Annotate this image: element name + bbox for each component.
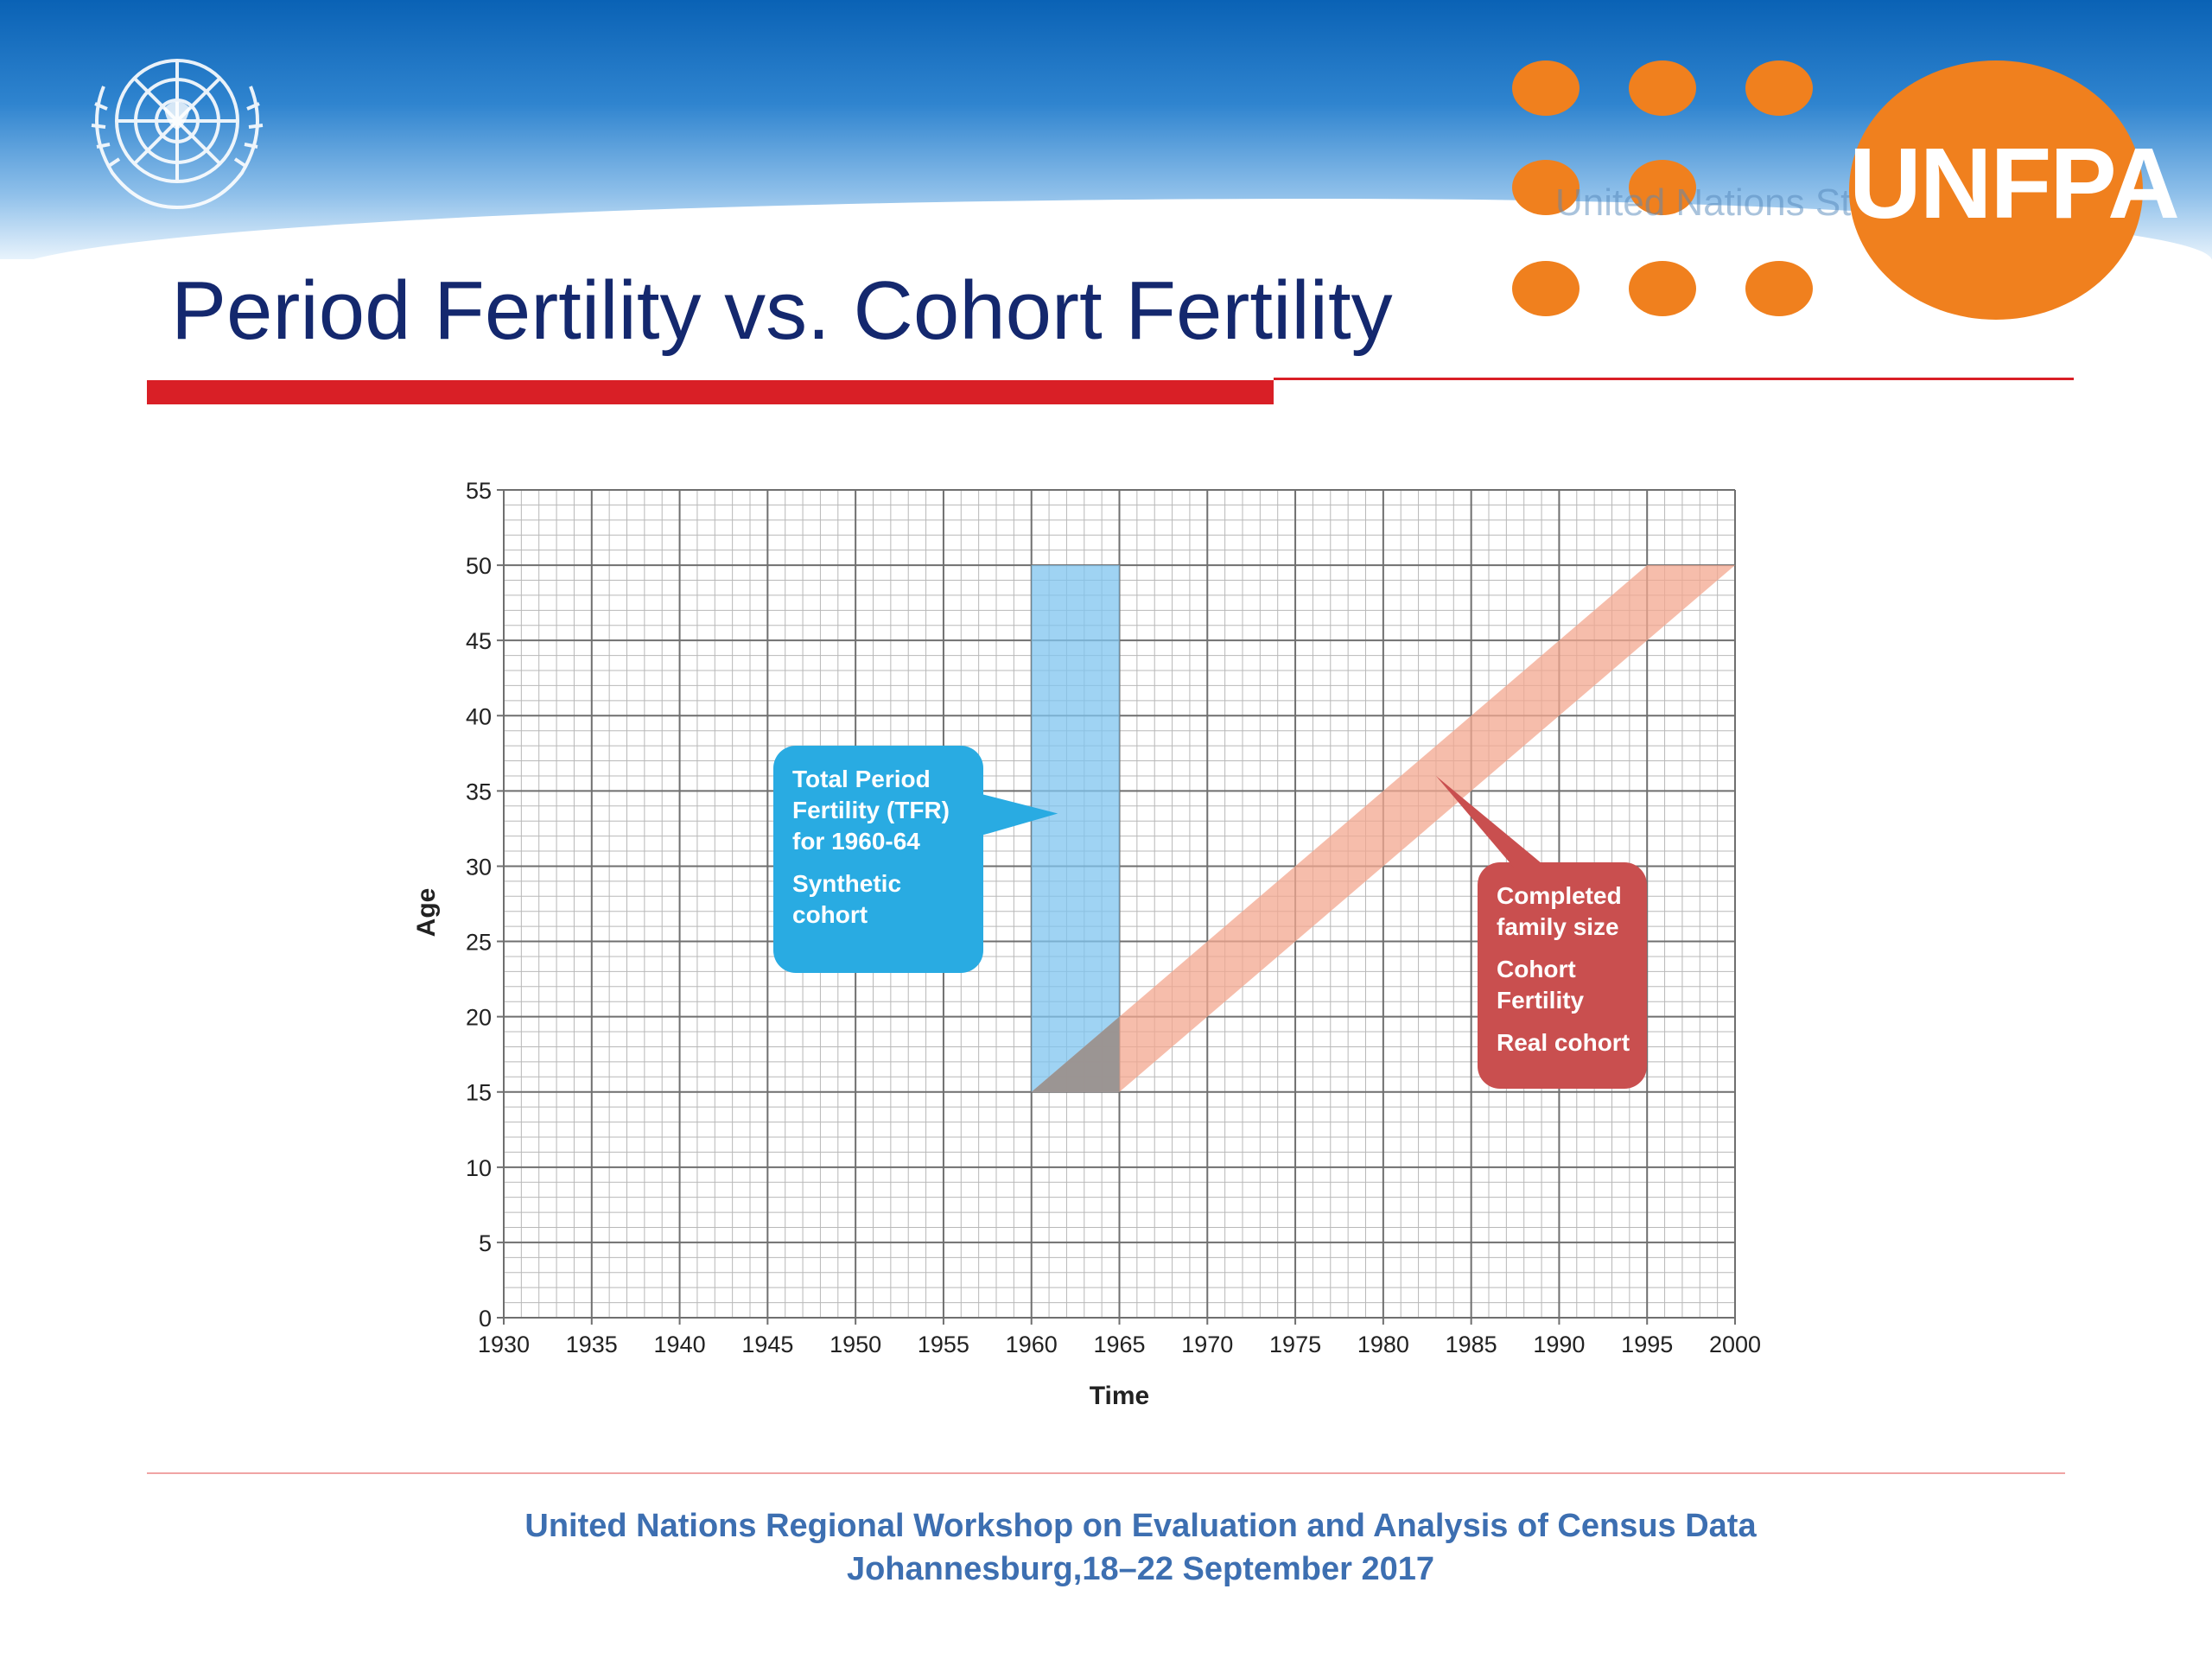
x-tick-label: 1935: [566, 1332, 618, 1357]
chart-callouts: Total Period Fertility (TFR) for 1960-64 Sy…: [773, 746, 1647, 1089]
callout-pointer: [978, 793, 1058, 836]
cohort-callout: Completed family size Cohort Fertility Real …: [1435, 775, 1647, 1089]
page-title: Period Fertility vs. Cohort Fertility: [171, 264, 1393, 357]
period-callout: Total Period Fertility (TFR) for 1960-64 Sy…: [773, 746, 1058, 973]
logo-dot: [1745, 60, 1813, 116]
x-tick-label: 1945: [741, 1332, 793, 1357]
chart-regions: [1031, 565, 1735, 1092]
callout-text: Completed: [1497, 882, 1622, 909]
title-underline-line: [1274, 378, 2074, 380]
callout-text: Cohort: [1497, 956, 1576, 982]
x-tick-label: 1930: [478, 1332, 530, 1357]
region-period: [1031, 565, 1120, 1092]
y-axis-label: Age: [412, 888, 441, 938]
callout-text: Fertility: [1497, 987, 1585, 1014]
y-tick-label: 55: [466, 478, 492, 504]
x-tick-label: 1980: [1357, 1332, 1409, 1357]
x-tick-label: 1985: [1446, 1332, 1497, 1357]
x-axis-ticks: 1930 1935 1940 1945 1950 1955 1960 1965 1970 1975…: [478, 1332, 1761, 1357]
callout-box: [773, 746, 983, 973]
callout-text: family size: [1497, 913, 1619, 940]
fertility-chart: 1930 1935 1940 1945 1950 1955 1960 1965 1970 1975…: [412, 478, 1761, 1410]
unfpa-logo-text: UNFPA: [1849, 127, 2180, 239]
callout-box: [1478, 862, 1647, 1089]
logo-dot: [1745, 261, 1813, 316]
y-axis-ticks: 0 5 10 15 20 25 30 35 40 45 50 55: [466, 478, 492, 1332]
x-tick-label: 1950: [830, 1332, 881, 1357]
x-tick-label: 1960: [1006, 1332, 1058, 1357]
unfpa-logo: United Nations Statistics UNFPA: [1503, 52, 2180, 328]
logo-dot: [1629, 160, 1696, 215]
footer-divider: [147, 1472, 2065, 1474]
y-tick-label: 5: [479, 1230, 492, 1256]
x-tick-label: 1995: [1621, 1332, 1673, 1357]
un-emblem-icon: [91, 59, 264, 209]
logo-dot: [1512, 160, 1580, 215]
y-tick-label: 50: [466, 553, 492, 579]
y-tick-label: 15: [466, 1080, 492, 1106]
footer-location-date: Johannesburg,18–22 September 2017: [846, 1551, 1435, 1587]
y-tick-label: 0: [479, 1306, 492, 1332]
logo-dot: [1512, 60, 1580, 116]
callout-pointer: [1435, 775, 1547, 868]
callout-text: Real cohort: [1497, 1029, 1630, 1056]
callout-text: Synthetic: [792, 870, 901, 897]
title-underline-bar: [147, 380, 1274, 404]
logo-dot: [1512, 261, 1580, 316]
region-cohort: [1031, 565, 1735, 1092]
y-tick-label: 20: [466, 1005, 492, 1031]
x-tick-label: 1990: [1533, 1332, 1585, 1357]
y-tick-label: 30: [466, 854, 492, 880]
callout-text: for 1960-64: [792, 828, 920, 855]
x-tick-label: 2000: [1709, 1332, 1761, 1357]
x-tick-label: 1965: [1093, 1332, 1145, 1357]
y-tick-label: 25: [466, 930, 492, 956]
y-tick-label: 10: [466, 1155, 492, 1181]
callout-text: Total Period: [792, 766, 931, 792]
footer-workshop: United Nations Regional Workshop on Eval…: [524, 1508, 1757, 1544]
logo-dot: [1629, 60, 1696, 116]
x-tick-label: 1970: [1181, 1332, 1233, 1357]
y-tick-label: 45: [466, 628, 492, 654]
y-tick-label: 40: [466, 703, 492, 729]
x-tick-label: 1940: [654, 1332, 706, 1357]
x-axis-label: Time: [1090, 1382, 1149, 1410]
callout-text: Fertility (TFR): [792, 797, 950, 823]
y-tick-label: 35: [466, 779, 492, 804]
x-tick-label: 1955: [918, 1332, 969, 1357]
x-tick-label: 1975: [1269, 1332, 1321, 1357]
unfpa-circle: [1849, 60, 2143, 320]
callout-text: cohort: [792, 901, 868, 928]
logo-dot: [1629, 261, 1696, 316]
region-overlap: [1031, 1016, 1120, 1092]
